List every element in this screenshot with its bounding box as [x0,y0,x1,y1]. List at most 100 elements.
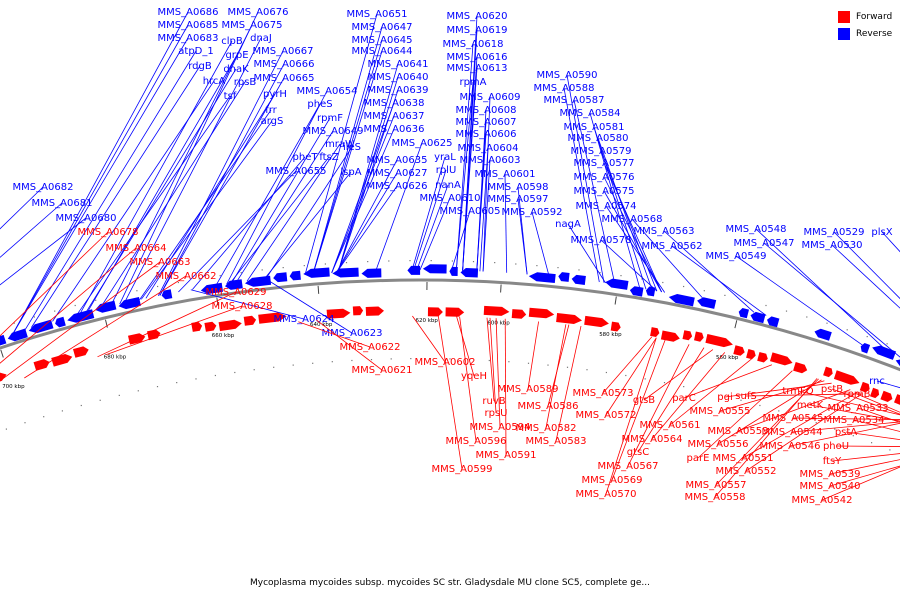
guide-dot-inner [214,374,216,377]
guide-dot-inner [429,358,431,360]
reverse-gene-label-leader [215,103,321,286]
guide-dot-inner [834,428,836,430]
forward-gene-label: yqeH [461,371,487,382]
reverse-gene-arrow [225,279,243,290]
forward-gene-arrow [833,370,860,385]
forward-gene-label: gtsB [633,395,655,406]
guide-dot-outer [826,322,828,324]
reverse-gene-label: MMS_A0667 [253,46,314,57]
guide-dot-inner [683,386,685,388]
forward-gene-arrow [511,309,527,319]
guide-dot-outer [261,269,263,271]
guide-dot-inner [449,358,451,360]
forward-gene-label: MMS_A0539 [800,469,861,480]
forward-gene-label: sufS [735,391,756,402]
forward-gene-label-leader [821,466,900,501]
forward-gene-arrow [823,366,833,378]
reverse-gene-label: MMS_A0636 [364,124,425,135]
reverse-gene-label-leader [566,74,605,283]
forward-gene-arrow [445,307,465,317]
guide-dot-inner [759,404,761,407]
reverse-gene-arrow [118,297,141,310]
reverse-gene-label-leader [416,184,449,271]
reverse-gene-label-leader [0,202,63,258]
reverse-gene-label-leader [331,128,395,274]
guide-dot-inner [156,386,159,388]
reverse-gene-label: rdgB [188,61,212,72]
reverse-gene-label: MMS_A0626 [367,181,428,192]
reverse-gene-label-leader [229,156,330,284]
reverse-gene-label: MMS_A0610 [420,193,481,204]
forward-gene-label: MMS_A0564 [622,434,683,445]
reverse-gene-label: MMS_A0641 [368,59,429,70]
reverse-gene-label: MMS_A0649 [303,126,364,137]
forward-gene-label: MMS_A0662 [156,271,217,282]
reverse-gene-label: MMS_A0530 [802,240,863,251]
guide-dot-inner [871,442,873,444]
forward-gene-label-leader [602,336,653,394]
forward-gene-arrow [218,319,242,332]
guide-dot-inner [99,399,101,401]
tick-label: 580 kbp [599,332,622,338]
reverse-gene-arrow [750,311,766,324]
tick-label: 660 kbp [212,333,235,339]
reverse-gene-label-leader [663,230,755,313]
guide-dot-inner [410,358,412,360]
reverse-gene-label: clpB [221,36,243,47]
guide-dot-outer [599,272,601,274]
forward-gene-label: MMS_A0573 [573,388,634,399]
guide-dot-inner [80,404,82,407]
guide-dot-inner [351,359,353,362]
reverse-gene-arrow [273,272,288,283]
guide-dot-inner [176,382,178,384]
reverse-gene-label-leader [573,99,616,285]
forward-gene-label: MMS_A0582 [516,423,577,434]
reverse-gene-arrow [605,278,629,290]
guide-dot-inner [586,369,588,371]
tick-mark [734,320,738,329]
forward-gene-label-leader [724,382,832,398]
forward-gene-arrow [258,312,287,324]
forward-gene-label-leader [298,321,371,348]
forward-gene-arrow [650,327,660,337]
forward-gene-label: MMS_A0555 [690,406,751,417]
reverse-gene-label-leader [119,11,259,305]
reverse-gene-label: MMS_A0613 [447,63,508,74]
forward-gene-label-leader [856,393,900,413]
reverse-gene-label-leader [597,137,653,291]
reverse-gene-label: MMS_A0608 [456,105,517,116]
guide-dot-inner [118,394,120,396]
reverse-gene-label-leader [99,81,246,310]
forward-gene-arrow [894,394,900,405]
reverse-gene-label: MMS_A0616 [447,52,508,63]
forward-gene-label: MMS_A0594 [470,422,531,433]
guide-dot-inner [508,361,510,363]
reverse-gene-label: MMS_A0603 [460,155,521,166]
forward-gene-label-leader [605,337,657,416]
reverse-gene-label: hrcA [203,76,226,87]
reverse-gene-label: argS [261,116,284,127]
forward-gene-label-leader [555,326,582,442]
forward-gene-label: MMS_A0545 [763,413,824,424]
reverse-gene-label-leader [755,228,893,357]
forward-gene-label: pstB [821,384,843,395]
forward-gene-arrow [33,359,50,371]
forward-gene-label: MMS_A0534 [824,415,885,426]
reverse-gene-label-leader [190,289,305,320]
guide-dot-inner [234,371,236,374]
forward-gene-label-leader [829,459,900,475]
forward-gene-label: MMS_A0556 [688,439,749,450]
reverse-gene-label: mraW [325,139,355,150]
reverse-gene-label-leader [12,24,189,334]
forward-gene-label: MMS_A0561 [640,420,701,431]
forward-gene-arrow [746,349,756,360]
forward-gene-label-leader [829,465,900,487]
legend-reverse: Reverse [838,25,898,42]
guide-dot-outer [367,261,369,263]
guide-dot-inner [137,390,139,392]
forward-gene-arrow [147,329,161,341]
tick-mark [317,285,320,294]
reverse-gene-label: MMS_A0604 [458,143,519,154]
reverse-gene-label-leader [79,40,233,315]
